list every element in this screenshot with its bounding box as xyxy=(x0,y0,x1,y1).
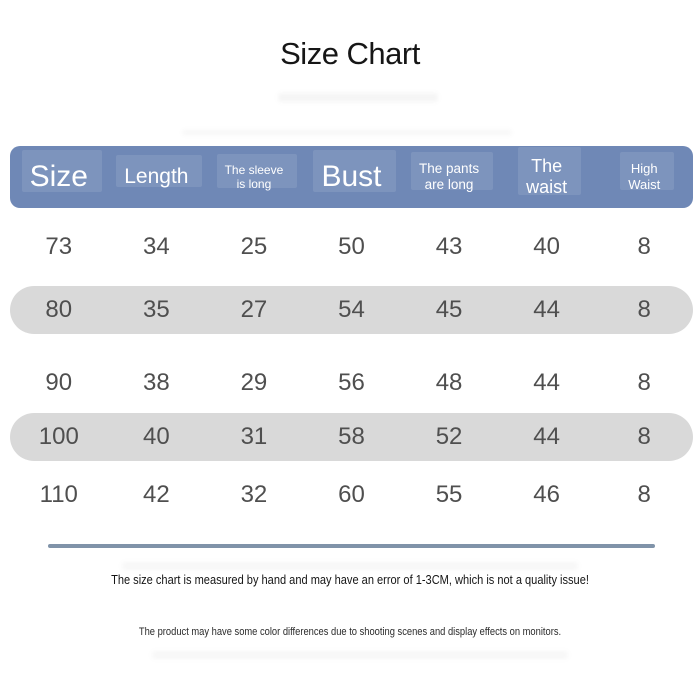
cell-length: 35 xyxy=(143,296,170,323)
table-body: 73 34 25 50 43 40 8 80 35 27 54 45 44 8 90 38 29 56 48 44 8 1… xyxy=(10,208,693,519)
table-row-110: 110 42 32 60 55 46 8 xyxy=(10,471,693,519)
cell-high-waist: 8 xyxy=(637,369,651,396)
cell-bust: 50 xyxy=(338,233,365,260)
cell-pants-length: 43 xyxy=(435,233,463,260)
color-note: The product may have some color differen… xyxy=(138,626,562,638)
cell-size: 90 xyxy=(45,369,73,396)
cell-high-waist: 8 xyxy=(637,481,651,508)
ghost-artifact xyxy=(278,93,438,102)
cell-waist: 40 xyxy=(533,233,560,260)
cell-pants-length: 52 xyxy=(435,423,463,450)
header-highlight-patch xyxy=(620,152,675,190)
cell-pants-length: 55 xyxy=(435,481,463,508)
cell-pants-length: 45 xyxy=(435,296,463,323)
table-row-100: 100 40 31 58 52 44 8 xyxy=(10,413,693,461)
header-highlight-patch xyxy=(313,150,396,192)
column-header-high-waist: High Waist xyxy=(595,152,693,192)
cell-pants-length: 48 xyxy=(435,369,463,396)
ghost-artifact xyxy=(182,130,512,135)
header-highlight-patch xyxy=(21,150,102,192)
cell-size: 100 xyxy=(38,423,79,450)
table-row-90: 90 38 29 56 48 44 8 xyxy=(10,359,693,407)
header-highlight-patch xyxy=(518,147,582,195)
cell-sleeve-length: 29 xyxy=(240,369,268,396)
divider-line xyxy=(48,544,655,548)
cell-bust: 60 xyxy=(338,481,365,508)
cell-sleeve-length: 27 xyxy=(240,296,268,323)
column-header-waist: The waist xyxy=(498,147,596,197)
cell-length: 38 xyxy=(143,369,170,396)
column-header-size: Size xyxy=(10,150,108,195)
ghost-artifact xyxy=(122,562,578,570)
cell-sleeve-length: 32 xyxy=(240,481,268,508)
cell-length: 40 xyxy=(143,423,170,450)
column-header-length: Length xyxy=(108,155,206,189)
table-row-80: 80 35 27 54 45 44 8 xyxy=(10,286,693,334)
cell-bust: 54 xyxy=(338,296,365,323)
cell-waist: 44 xyxy=(533,296,560,323)
table-row-73: 73 34 25 50 43 40 8 xyxy=(10,223,693,271)
cell-waist: 46 xyxy=(533,481,560,508)
cell-sleeve-length: 25 xyxy=(240,233,268,260)
column-header-pants-length: The pants are long xyxy=(400,151,498,193)
cell-size: 110 xyxy=(39,481,78,508)
cell-length: 34 xyxy=(143,233,170,260)
cell-length: 42 xyxy=(143,481,170,508)
cell-bust: 58 xyxy=(338,423,365,450)
measurement-note: The size chart is measured by hand and m… xyxy=(111,572,589,587)
header-highlight-patch xyxy=(411,151,494,191)
cell-sleeve-length: 31 xyxy=(240,423,268,450)
cell-high-waist: 8 xyxy=(637,233,651,260)
cell-waist: 44 xyxy=(533,369,560,396)
ghost-artifact xyxy=(152,651,568,659)
table-header-row: Size Length The sleeve is long Bust The pants… xyxy=(10,146,693,208)
header-highlight-patch xyxy=(216,153,298,189)
cell-waist: 44 xyxy=(533,423,560,450)
column-header-sleeve-length: The sleeve is long xyxy=(205,153,303,192)
cell-size: 80 xyxy=(45,296,73,323)
cell-bust: 56 xyxy=(338,369,365,396)
cell-high-waist: 8 xyxy=(637,423,651,450)
column-header-bust: Bust xyxy=(303,150,401,195)
cell-size: 73 xyxy=(45,233,73,260)
header-highlight-patch xyxy=(116,155,203,187)
cell-high-waist: 8 xyxy=(637,296,651,323)
page-title: Size Chart xyxy=(280,36,420,71)
